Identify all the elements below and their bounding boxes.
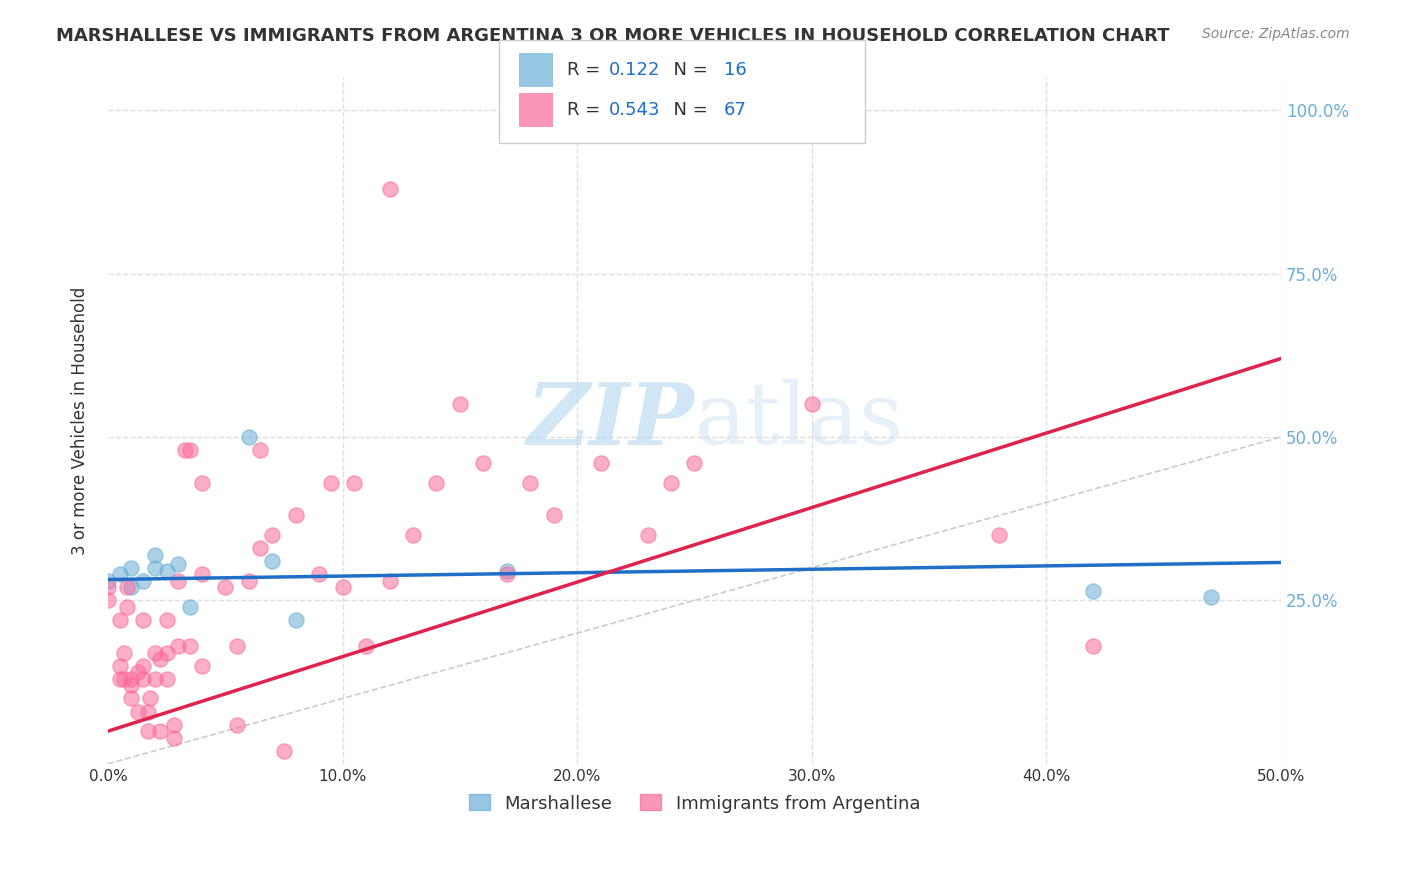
Point [319,475,342,490]
Y-axis label: 3 or more Vehicles in Household: 3 or more Vehicles in Household [72,286,89,555]
Point [495,567,517,582]
Point [97,574,120,588]
Point [284,613,307,627]
Point [174,443,197,458]
Text: R =: R = [567,101,606,119]
Point [108,658,131,673]
Point [659,475,682,490]
Point [402,528,425,542]
Point [249,443,271,458]
Point [472,456,495,470]
Point [589,456,612,470]
Text: 0.122: 0.122 [609,61,661,78]
Point [167,639,190,653]
Point [143,672,166,686]
Point [1199,590,1222,604]
Text: N =: N = [662,61,714,78]
Point [136,705,159,719]
Text: ZIP: ZIP [527,379,695,462]
Point [179,599,201,614]
Point [273,744,295,758]
Text: 16: 16 [724,61,747,78]
Point [354,639,377,653]
Text: N =: N = [662,101,714,119]
Point [120,560,142,574]
Point [543,508,565,523]
Point [191,658,214,673]
Point [238,574,260,588]
Point [139,691,162,706]
Point [132,672,155,686]
Point [115,599,138,614]
Legend: Marshallese, Immigrants from Argentina: Marshallese, Immigrants from Argentina [458,783,931,823]
Point [238,430,260,444]
Point [425,475,447,490]
Point [115,580,138,594]
Point [149,652,172,666]
Point [378,574,401,588]
Text: R =: R = [567,61,606,78]
Point [308,567,330,582]
Point [127,705,149,719]
Point [149,724,172,739]
Point [167,558,190,572]
Point [143,646,166,660]
Point [97,593,120,607]
Point [683,456,706,470]
Point [378,181,401,195]
Point [1083,583,1105,598]
Point [495,564,517,578]
Point [163,717,186,731]
Point [179,443,201,458]
Point [112,672,135,686]
Point [332,580,354,594]
Point [132,613,155,627]
Point [136,724,159,739]
Point [120,672,142,686]
Point [519,475,541,490]
Text: MARSHALLESE VS IMMIGRANTS FROM ARGENTINA 3 OR MORE VEHICLES IN HOUSEHOLD CORRELA: MARSHALLESE VS IMMIGRANTS FROM ARGENTINA… [56,27,1170,45]
Point [449,397,471,411]
Point [179,639,201,653]
Point [143,548,166,562]
Point [214,580,236,594]
Point [167,574,190,588]
Point [1083,639,1105,653]
Point [112,646,135,660]
Point [226,717,249,731]
Text: Source: ZipAtlas.com: Source: ZipAtlas.com [1202,27,1350,41]
Point [132,658,155,673]
Point [262,528,284,542]
Text: 0.543: 0.543 [609,101,661,119]
Point [800,397,823,411]
Point [156,564,179,578]
Point [284,508,307,523]
Text: 67: 67 [724,101,747,119]
Point [120,678,142,692]
Point [191,567,214,582]
Point [226,639,249,653]
Point [120,580,142,594]
Point [132,574,155,588]
Point [988,528,1011,542]
Point [108,567,131,582]
Point [97,580,120,594]
Point [262,554,284,568]
Point [156,613,179,627]
Text: atlas: atlas [695,379,904,462]
Point [143,560,166,574]
Point [120,691,142,706]
Point [127,665,149,680]
Point [343,475,366,490]
Point [156,646,179,660]
Point [156,672,179,686]
Point [637,528,659,542]
Point [191,475,214,490]
Point [163,731,186,745]
Point [108,613,131,627]
Point [249,541,271,555]
Point [108,672,131,686]
